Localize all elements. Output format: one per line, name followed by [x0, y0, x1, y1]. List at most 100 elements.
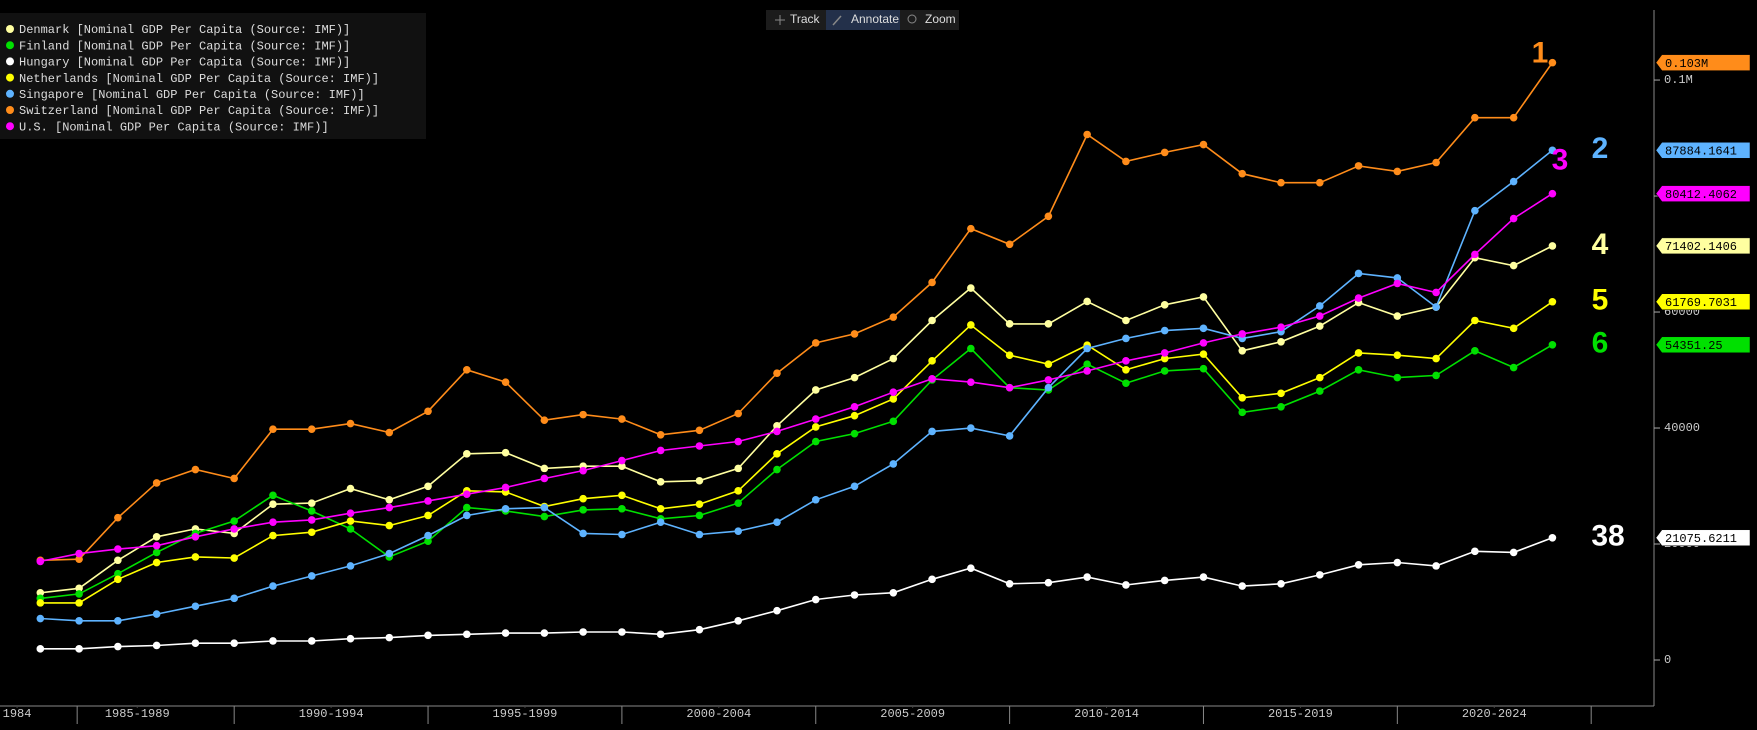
point — [1122, 357, 1130, 365]
point — [1471, 113, 1479, 122]
end-value-tag: 80412.4062 — [1655, 185, 1751, 202]
point — [1277, 579, 1285, 588]
point — [230, 639, 238, 647]
point — [114, 642, 122, 651]
point — [191, 602, 200, 611]
point — [1548, 297, 1557, 306]
point — [967, 321, 975, 329]
point — [269, 582, 277, 590]
point — [1083, 573, 1091, 581]
point — [1044, 383, 1053, 392]
point — [850, 429, 859, 438]
point — [114, 575, 122, 584]
point — [307, 637, 316, 645]
point — [1354, 294, 1363, 302]
point — [850, 482, 859, 491]
series — [36, 533, 1557, 653]
point — [1122, 365, 1130, 374]
point — [773, 606, 781, 615]
point — [463, 630, 471, 639]
point — [1122, 581, 1130, 589]
track-icon — [775, 15, 785, 25]
toolbar-label[interactable]: Zoom — [925, 12, 956, 26]
point — [618, 415, 626, 423]
point — [307, 507, 316, 515]
zoom-button[interactable] — [900, 10, 959, 30]
x-tick-label: 1995-1999 — [493, 707, 558, 721]
point — [269, 518, 277, 527]
point — [230, 517, 238, 525]
toolbar-label[interactable]: Annotate — [851, 12, 899, 26]
point — [1044, 320, 1053, 328]
point — [501, 378, 510, 386]
point — [1315, 322, 1324, 330]
x-tick-label: 2015-2019 — [1268, 707, 1333, 721]
point — [307, 499, 316, 507]
point — [191, 465, 200, 474]
point — [1509, 363, 1518, 372]
point — [346, 525, 355, 533]
point — [1083, 360, 1091, 368]
legend-box — [0, 13, 426, 139]
point — [579, 506, 587, 514]
point — [385, 633, 394, 642]
point — [1160, 148, 1169, 157]
point — [850, 591, 859, 599]
point — [734, 617, 743, 625]
point — [734, 409, 743, 418]
end-value-label: 87884.1641 — [1665, 144, 1737, 158]
end-value-tag: 21075.6211 — [1655, 529, 1751, 547]
line — [40, 149, 1553, 622]
point — [773, 369, 781, 377]
point — [230, 554, 238, 562]
series — [36, 297, 1557, 607]
point — [307, 528, 316, 537]
annotate-icon — [832, 15, 842, 26]
track-button[interactable] — [766, 10, 826, 30]
point — [1083, 344, 1091, 353]
point — [967, 224, 975, 233]
point — [424, 497, 432, 505]
y-tick-label: 0 — [1664, 653, 1671, 667]
point — [540, 474, 549, 483]
point — [1509, 261, 1518, 270]
point — [928, 575, 936, 584]
point — [579, 529, 587, 538]
point — [967, 564, 975, 572]
point — [1160, 349, 1169, 357]
point — [1083, 130, 1091, 139]
point — [540, 512, 549, 521]
toolbar-label[interactable]: Track — [790, 12, 821, 26]
point — [385, 521, 394, 530]
point — [1005, 351, 1014, 360]
legend-marker — [6, 122, 14, 131]
point — [1548, 242, 1557, 250]
point — [75, 645, 83, 653]
point — [540, 629, 549, 637]
legend-marker — [6, 25, 14, 33]
point — [1393, 312, 1402, 320]
point — [307, 516, 316, 524]
point — [463, 365, 471, 374]
point — [695, 625, 704, 634]
point — [1199, 339, 1208, 347]
legend-label: Finland [Nominal GDP Per Capita (Source:… — [19, 39, 350, 53]
point — [811, 339, 820, 347]
point — [1393, 351, 1402, 360]
point — [618, 456, 626, 465]
annotate-button[interactable] — [826, 10, 900, 30]
line — [40, 192, 1553, 563]
line — [40, 537, 1553, 650]
point — [734, 527, 743, 535]
point — [152, 532, 161, 541]
point — [967, 378, 975, 386]
point — [152, 641, 161, 650]
point — [1354, 349, 1363, 357]
legend-label: Singapore [Nominal GDP Per Capita (Sourc… — [19, 88, 365, 102]
point — [618, 491, 626, 500]
point — [540, 464, 549, 473]
point — [695, 476, 704, 485]
point — [1471, 346, 1479, 355]
end-value-box — [1655, 142, 1751, 159]
